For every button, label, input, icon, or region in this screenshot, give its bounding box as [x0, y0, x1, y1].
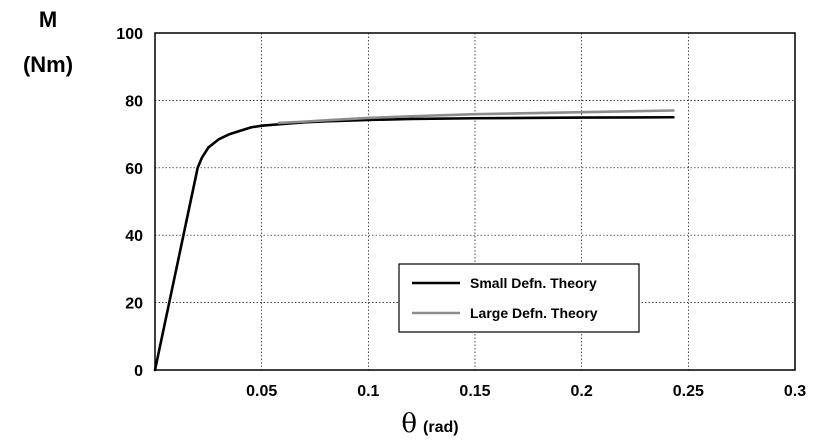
y-axis-title-line2: (Nm): [23, 52, 73, 77]
x-tick-label: 0.15: [459, 383, 490, 400]
legend-label: Large Defn. Theory: [470, 305, 598, 321]
y-axis-title-line1: M: [39, 7, 57, 32]
x-tick-label: 0.2: [571, 383, 593, 400]
legend-box: [398, 263, 640, 333]
tick-labels: 0.05 0.1 0.15 0.2 0.25 0.3 0 20 40 60 80 100: [116, 26, 806, 400]
x-axis-title: θ (rad): [401, 409, 458, 439]
x-axis-title-unit: (rad): [423, 419, 459, 436]
legend: Small Defn. Theory Large Defn. Theory: [398, 263, 640, 333]
x-tick-label: 0.05: [246, 383, 277, 400]
y-tick-label: 40: [125, 228, 143, 245]
x-tick-label: 0.1: [357, 383, 379, 400]
series-line-large-defn: [277, 109, 675, 125]
y-tick-label: 100: [116, 26, 143, 43]
x-tick-label: 0.3: [784, 383, 806, 400]
y-tick-label: 20: [125, 296, 143, 313]
y-tick-label: 80: [125, 93, 143, 110]
x-tick-label: 0.25: [673, 383, 704, 400]
series-line-small-defn: [153, 115, 675, 372]
y-tick-label: 60: [125, 161, 143, 178]
legend-label: Small Defn. Theory: [470, 275, 597, 291]
x-axis-title-symbol: θ: [401, 409, 417, 439]
series-lines: [153, 109, 675, 372]
y-tick-label: 0: [134, 363, 143, 380]
plot-frame: [154, 32, 796, 371]
